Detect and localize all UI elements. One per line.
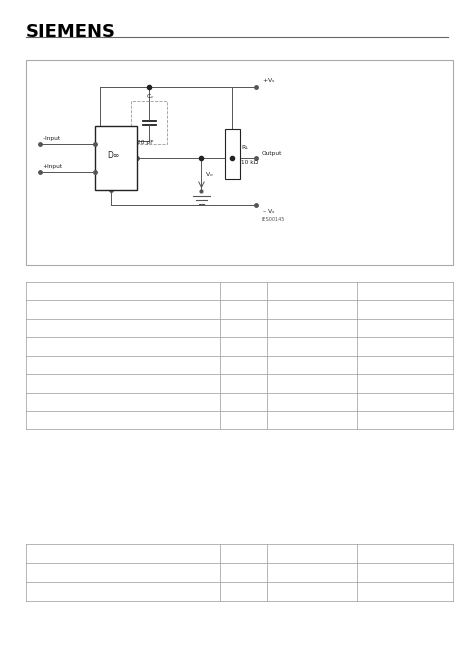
Text: +V$_s$: +V$_s$ [262,76,275,85]
Text: – V$_s$: – V$_s$ [262,207,275,215]
Bar [131,101,167,144]
Text: Output: Output [262,151,282,156]
Bar [225,129,240,179]
Text: IES00145: IES00145 [262,217,285,221]
Text: R$_L$: R$_L$ [241,143,249,152]
Bar [95,126,137,189]
Text: +Input: +Input [43,164,63,169]
Text: –Input: –Input [43,136,61,141]
Text: 10 kΩ: 10 kΩ [241,160,258,165]
Text: D∞: D∞ [108,151,120,160]
Text: 20 pF: 20 pF [137,140,154,144]
Bar [26,60,453,265]
Text: SIEMENS: SIEMENS [26,23,116,42]
Text: V$_o$: V$_o$ [205,170,214,178]
Text: C$_c$: C$_c$ [146,92,155,101]
